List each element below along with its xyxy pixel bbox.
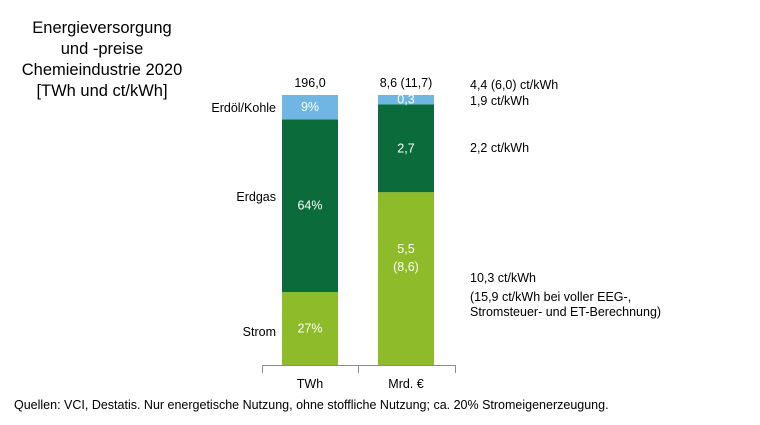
data-label-0-0-0: 27% [297, 322, 322, 336]
price-annotation-3-2: Stromsteuer- und ET-Berechnung) [470, 305, 661, 319]
category-label-0: TWh [297, 377, 323, 391]
bar-segment-erd-l-kohle-0 [282, 95, 338, 120]
price-annotation-2-0: 2,2 ct/kWh [470, 141, 529, 155]
source-note: Quellen: VCI, Destatis. Nur energetische… [14, 398, 609, 412]
bar-segment-erdgas-1 [378, 104, 434, 193]
title-line-2: und -preise [60, 40, 144, 58]
data-label-0-1-1: (8,6) [393, 260, 419, 274]
total-label-0: 196,0 [294, 76, 325, 90]
chart-title: Energieversorgung und -preise Chemieindu… [8, 18, 196, 102]
title-line-3: Chemieindustrie 2020 [21, 61, 183, 79]
series-name-2: Erdöl/Kohle [211, 101, 276, 115]
price-annotation-3-1: (15,9 ct/kWh bei voller EEG-, [470, 290, 631, 304]
data-label-2-0-0: 9% [301, 100, 319, 114]
title-line-4: [TWh und ct/kWh] [36, 82, 168, 100]
bar-segment-strom-1 [378, 192, 434, 365]
bar-segment-strom-0 [282, 292, 338, 365]
price-annotation-1-0: 1,9 ct/kWh [470, 94, 529, 108]
price-annotation-0-0: 4,4 (6,0) ct/kWh [470, 78, 558, 92]
series-name-1: Erdgas [236, 190, 276, 204]
data-label-2-1-0: 0,3 [397, 93, 414, 107]
series-name-0: Strom [243, 325, 276, 339]
bar-segment-erd-l-kohle-1 [378, 95, 434, 105]
data-label-1-1-0: 2,7 [397, 141, 414, 155]
data-label-0-1-0: 5,5 [397, 242, 414, 256]
data-label-1-0-0: 64% [297, 199, 322, 213]
price-annotation-3-0: 10,3 ct/kWh [470, 271, 536, 285]
category-label-1: Mrd. € [388, 377, 423, 391]
title-line-1: Energieversorgung [32, 19, 172, 37]
total-label-1: 8,6 (11,7) [380, 76, 433, 90]
bar-segment-erdgas-0 [282, 119, 338, 293]
